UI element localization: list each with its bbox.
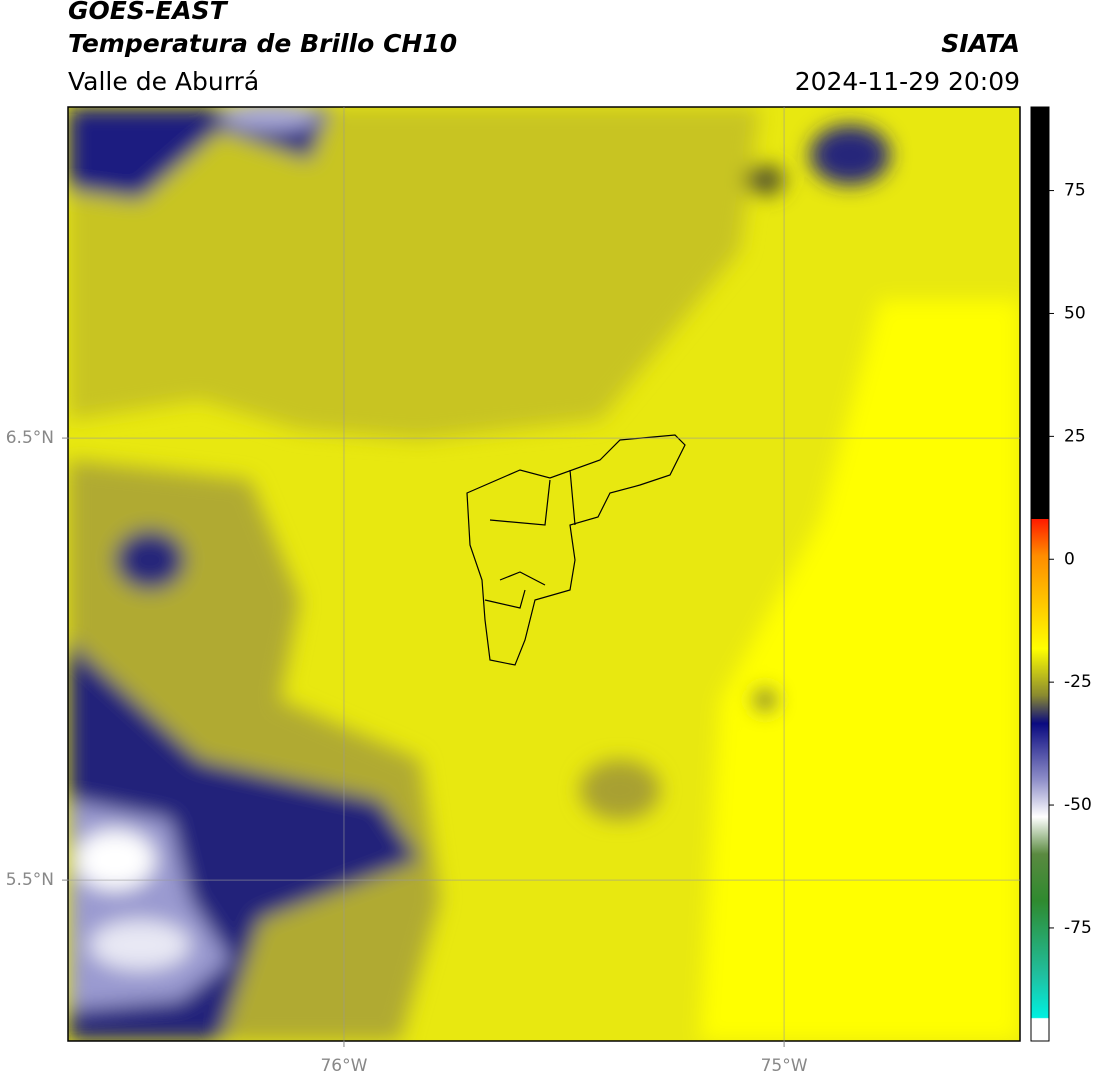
colorbar-tick-label: -25 bbox=[1064, 672, 1092, 692]
colorbar-tick-label: 75 bbox=[1064, 181, 1086, 201]
subtitle: Temperatura de Brillo CH10 bbox=[68, 29, 457, 58]
colorbar bbox=[1030, 106, 1050, 1042]
datetime: 2024-11-29 20:09 bbox=[795, 67, 1020, 96]
colorbar-tick-label: -75 bbox=[1064, 918, 1092, 938]
colorbar-tick-label: -50 bbox=[1064, 795, 1092, 815]
colorbar-tick-label: 0 bbox=[1064, 549, 1075, 569]
lon-tick-label: 76°W bbox=[320, 1056, 367, 1076]
lat-tick-label: 5.5°N bbox=[6, 870, 54, 890]
title: GOES-EAST bbox=[68, 0, 229, 25]
map-frame bbox=[67, 106, 1021, 1042]
source: SIATA bbox=[941, 29, 1020, 58]
colorbar-tick-label: 25 bbox=[1064, 426, 1086, 446]
map-field bbox=[68, 107, 1020, 1041]
lon-tick-label: 75°W bbox=[761, 1056, 808, 1076]
colorbar-tick-label: 50 bbox=[1064, 303, 1086, 323]
region: Valle de Aburrá bbox=[68, 67, 259, 96]
lat-tick-label: 6.5°N bbox=[6, 428, 54, 448]
municipal-boundaries bbox=[466, 434, 686, 666]
